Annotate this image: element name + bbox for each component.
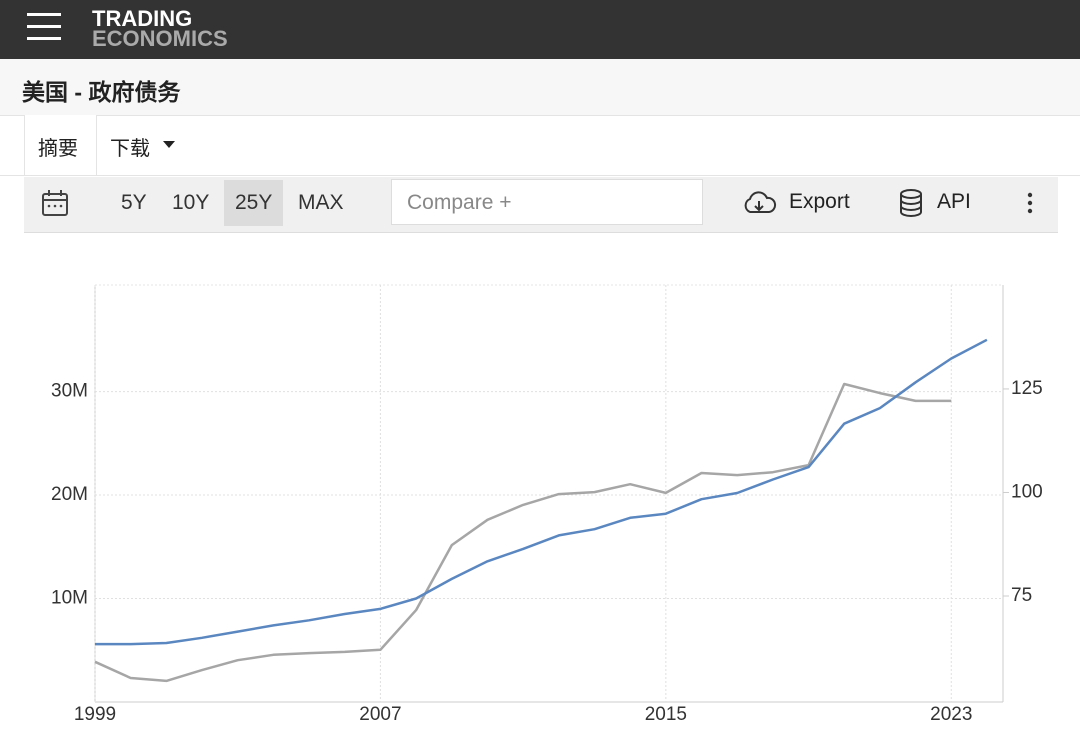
data-line [95,338,988,646]
export-button[interactable]: Export [789,190,850,213]
x-tick-label: 2023 [930,704,972,725]
range-button[interactable]: 10Y [172,191,210,214]
menu-icon[interactable] [27,12,61,42]
logo-text[interactable]: TRADING [92,6,193,31]
range-button[interactable]: 5Y [121,191,147,214]
y2-tick-label: 100 [1011,481,1043,502]
api-icon[interactable] [898,188,924,218]
more-menu[interactable] [1026,192,1034,214]
title-bar: 美国 - 政府债务 [0,59,1080,116]
x-tick-label: 1999 [74,704,116,725]
x-tick-label: 2007 [359,704,401,725]
calendar-icon[interactable] [41,189,69,217]
y-tick-label: 10M [51,588,88,609]
tab[interactable]: 摘要 [38,138,78,160]
dropdown-arrow[interactable] [163,141,175,149]
tab[interactable]: 下载 [110,138,150,160]
chart: 10M 20M 30M 75 100 125 1999 2007 2015 2023 [51,284,1043,725]
data-line [94,382,952,683]
header: TRADING ECONOMICS [0,0,1080,59]
compare-placeholder: Compare + [407,191,512,214]
logo-text[interactable]: ECONOMICS [92,26,228,51]
tab-selected[interactable] [24,115,97,176]
range-button[interactable]: MAX [298,191,344,214]
page-title: 美国 - 政府债务 [22,79,181,105]
y2-tick-label: 125 [1011,378,1043,399]
compare-input[interactable]: Compare + [391,179,703,225]
y2-tick-label: 75 [1011,585,1032,606]
range-button[interactable]: 25Y [224,180,284,226]
y-tick-label: 30M [51,381,88,402]
api-button[interactable]: API [937,190,971,213]
y-tick-label: 20M [51,484,88,505]
export-icon[interactable] [741,190,777,216]
divider [0,175,1080,176]
x-tick-label: 2015 [645,704,687,725]
